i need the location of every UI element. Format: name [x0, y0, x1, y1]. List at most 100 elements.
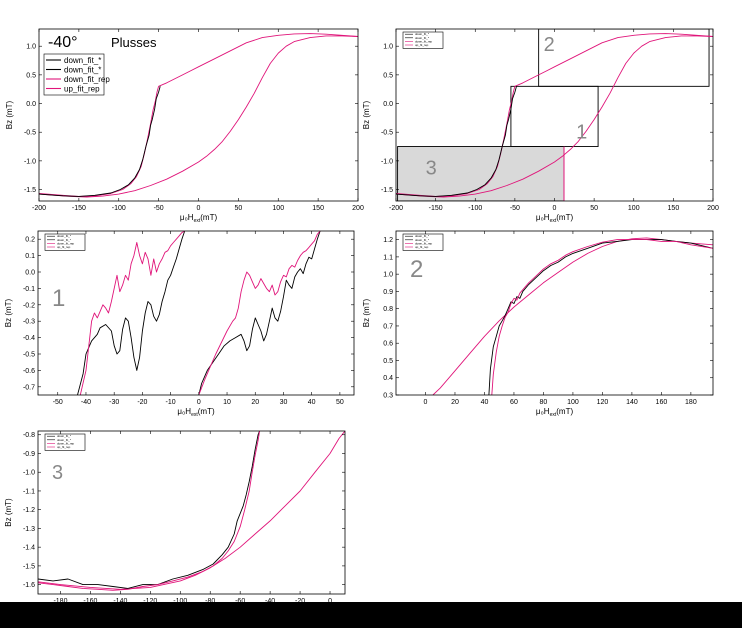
panel-2-xaxis-label-sub: ext [550, 412, 557, 418]
panel-2-frame [395, 230, 714, 396]
panel-b-xtick-label: 50 [590, 205, 598, 212]
panel-1-ytick-label: 0.2 [25, 237, 35, 244]
panel-2-series-z2-down-black [488, 239, 713, 395]
panel-2-legend-box [402, 233, 444, 251]
panel-b-xtick-label: 0 [553, 205, 557, 212]
panel-b-xtick-label: -50 [510, 205, 520, 212]
panel-1-xaxis-label-main: μ₀H [177, 407, 191, 416]
panel-b-xtick-label: -150 [429, 205, 443, 212]
panel-2-ytick-label: 1.2 [383, 237, 393, 244]
panel-b-xaxis-label-unit: (mT) [556, 213, 573, 222]
panel-2-xtick-label: 180 [685, 399, 697, 406]
panel-3-series-z3-down-pink [38, 431, 261, 591]
panel-b-legend-entry: down_fit_* [415, 36, 430, 40]
panel-a-xtick-label: 200 [352, 205, 364, 212]
panel-b-ytick-label: -1.0 [381, 158, 393, 165]
panel-2-xaxis-label-unit: (mT) [556, 407, 573, 416]
panel-1-xtick-label: -20 [137, 399, 147, 406]
panel-b-xtick-label: -200 [389, 205, 403, 212]
panel-1-legend-entry: down_fit_* [57, 238, 72, 242]
panel-3-ytick-label: -1.4 [23, 545, 35, 552]
panel-b-xtick-label: -100 [468, 205, 482, 212]
panel-b-xaxis-label: μ₀Hext(mT) [536, 213, 574, 224]
panel-a-legend-entry: down_fit_rep [64, 75, 110, 84]
panel-2-ytick-label: 1.1 [383, 254, 393, 261]
panel-2-legend-entry: down_fit_* [415, 238, 430, 242]
panel-b-legend: down_fit_*down_fit_*down_fit_repup_fit_r… [402, 31, 444, 49]
panel-3-series-z3-up [38, 431, 345, 590]
panel-a-subtitle: Plusses [111, 35, 157, 50]
panel-3-ytick-label: -1.3 [23, 526, 35, 533]
panel-a-series-down-jump-black [39, 86, 161, 197]
panel-a-xtick-label: 100 [272, 205, 284, 212]
panel-2-ytick-label: 0.3 [383, 393, 393, 400]
panel-a-series-down-jump-pink [39, 86, 160, 197]
panel-a-ytick-label: -1.0 [24, 158, 36, 165]
panel-a-xaxis-label-sub: ext [194, 218, 201, 224]
panel-a-xtick-label: 0 [197, 205, 201, 212]
panel-2-xtick-label: 100 [567, 399, 579, 406]
panel-a-legend-entry: down_fit_* [64, 56, 101, 65]
panel-b-chart: 2 1 3 -200 -150 -100 -50 0 50 100 150 200 1.0 0.5 0.0 -… [362, 28, 719, 224]
panel-2-series-z2-up [432, 237, 713, 395]
panel-1-xaxis-label-sub: ext [191, 412, 198, 418]
panel-1-xtick-label: 20 [251, 399, 259, 406]
panel-2-xtick-label: 20 [451, 399, 459, 406]
panel-3-ytick-label: -1.2 [23, 507, 35, 514]
panel-1-legend-entry: up_fit_rep [57, 245, 71, 249]
panel-2-series-z2-down-pink [491, 239, 713, 395]
panel-b-legend-box [402, 31, 444, 49]
panel-3-panel-number: 3 [52, 462, 63, 484]
panel-a-xaxis-label: μ₀Hext(mT) [180, 213, 218, 224]
panel-2-ytick-label: 1.0 [383, 272, 393, 279]
panel-2-ytick-label: 0.7 [383, 323, 393, 330]
panel-1-series-z1-left-black [77, 231, 186, 395]
panel-a-yaxis-label: Bz (mT) [5, 100, 14, 129]
panel-3-series-z3-down-black [38, 431, 261, 589]
panel-1-chart: -50 -40 -30 -20 -10 0 10 20 30 40 50 0.2 0.1 0.0 -0.1 -… [4, 230, 355, 418]
panel-a-series-down-smooth [158, 33, 358, 87]
panel-1-series-z1-left-pink [79, 231, 185, 395]
panel-3-chart: -180 -160 -140 -120 -100 -80 -60 -40 -20 0 -0.8 -0.… [4, 430, 346, 617]
panel-1-xtick-label: 30 [280, 399, 288, 406]
panel-a-chart: -200 -150 -100 -50 0 50 100 150 200 1.0 0.5 0.0 -0.5… [5, 28, 364, 224]
panel-3-ytick-label: -1.5 [23, 563, 35, 570]
panel-3-legend: down_fit_*down_fit_*down_fit_repup_fit_r… [44, 433, 86, 451]
panel-1-frame [37, 230, 355, 396]
panel-3-frame [37, 430, 346, 595]
panel-a-xaxis-label-unit: (mT) [200, 213, 217, 222]
panel-2-ytick-label: 0.6 [383, 341, 393, 348]
panel-2-legend: down_fit_*down_fit_*down_fit_repup_fit_r… [402, 233, 444, 251]
panel-2-xtick-label: 80 [540, 399, 548, 406]
panel-a-legend-entry: up_fit_rep [64, 85, 100, 94]
panel-1-xtick-label: 50 [336, 399, 344, 406]
panel-a-legend: down_fit_*down_fit_*down_fit_repup_fit_r… [43, 53, 110, 96]
panel-a-xtick-label: -100 [112, 205, 126, 212]
panel-a-title: -40° [48, 34, 78, 51]
panel-3-ytick-label: -1.1 [23, 488, 35, 495]
panel-3-xtick-label: -60 [235, 598, 245, 605]
panel-1-yaxis-label: Bz (mT) [4, 298, 13, 327]
panel-1-ytick-label: 0.0 [25, 270, 35, 277]
panel-b-xaxis-label-main: μ₀H [536, 213, 550, 222]
panel-b-series-down-jump-black [396, 86, 517, 197]
panel-b-xtick-label: 200 [707, 205, 719, 212]
panel-2-ytick-label: 0.5 [383, 358, 393, 365]
panel-3-ytick-label: -0.9 [23, 451, 35, 458]
panel-3-xtick-label: 0 [328, 598, 332, 605]
panel-b-legend-entry: down_fit_* [415, 32, 430, 36]
panel-1-xaxis-label: μ₀Hext(mT) [177, 407, 215, 418]
panel-2-xaxis-label: μ₀Hext(mT) [536, 407, 574, 418]
panel-3-legend-entry: down_fit_* [57, 438, 72, 442]
panel-2-xtick-label: 0 [424, 399, 428, 406]
panel-1-xtick-label: -30 [109, 399, 119, 406]
panel-3-xtick-label: -40 [265, 598, 275, 605]
panel-b-region-label-3: 3 [426, 158, 437, 180]
panel-a-xaxis-label-main: μ₀H [180, 213, 194, 222]
panel-b-legend-entry: down_fit_rep [415, 39, 433, 43]
panel-1-ytick-label: -0.1 [23, 286, 35, 293]
panel-b-ytick-label: 1.0 [383, 44, 393, 51]
panel-3-legend-box [44, 433, 86, 451]
panel-a-xtick-label: 50 [234, 205, 242, 212]
panel-2-xaxis-label-main: μ₀H [536, 407, 550, 416]
